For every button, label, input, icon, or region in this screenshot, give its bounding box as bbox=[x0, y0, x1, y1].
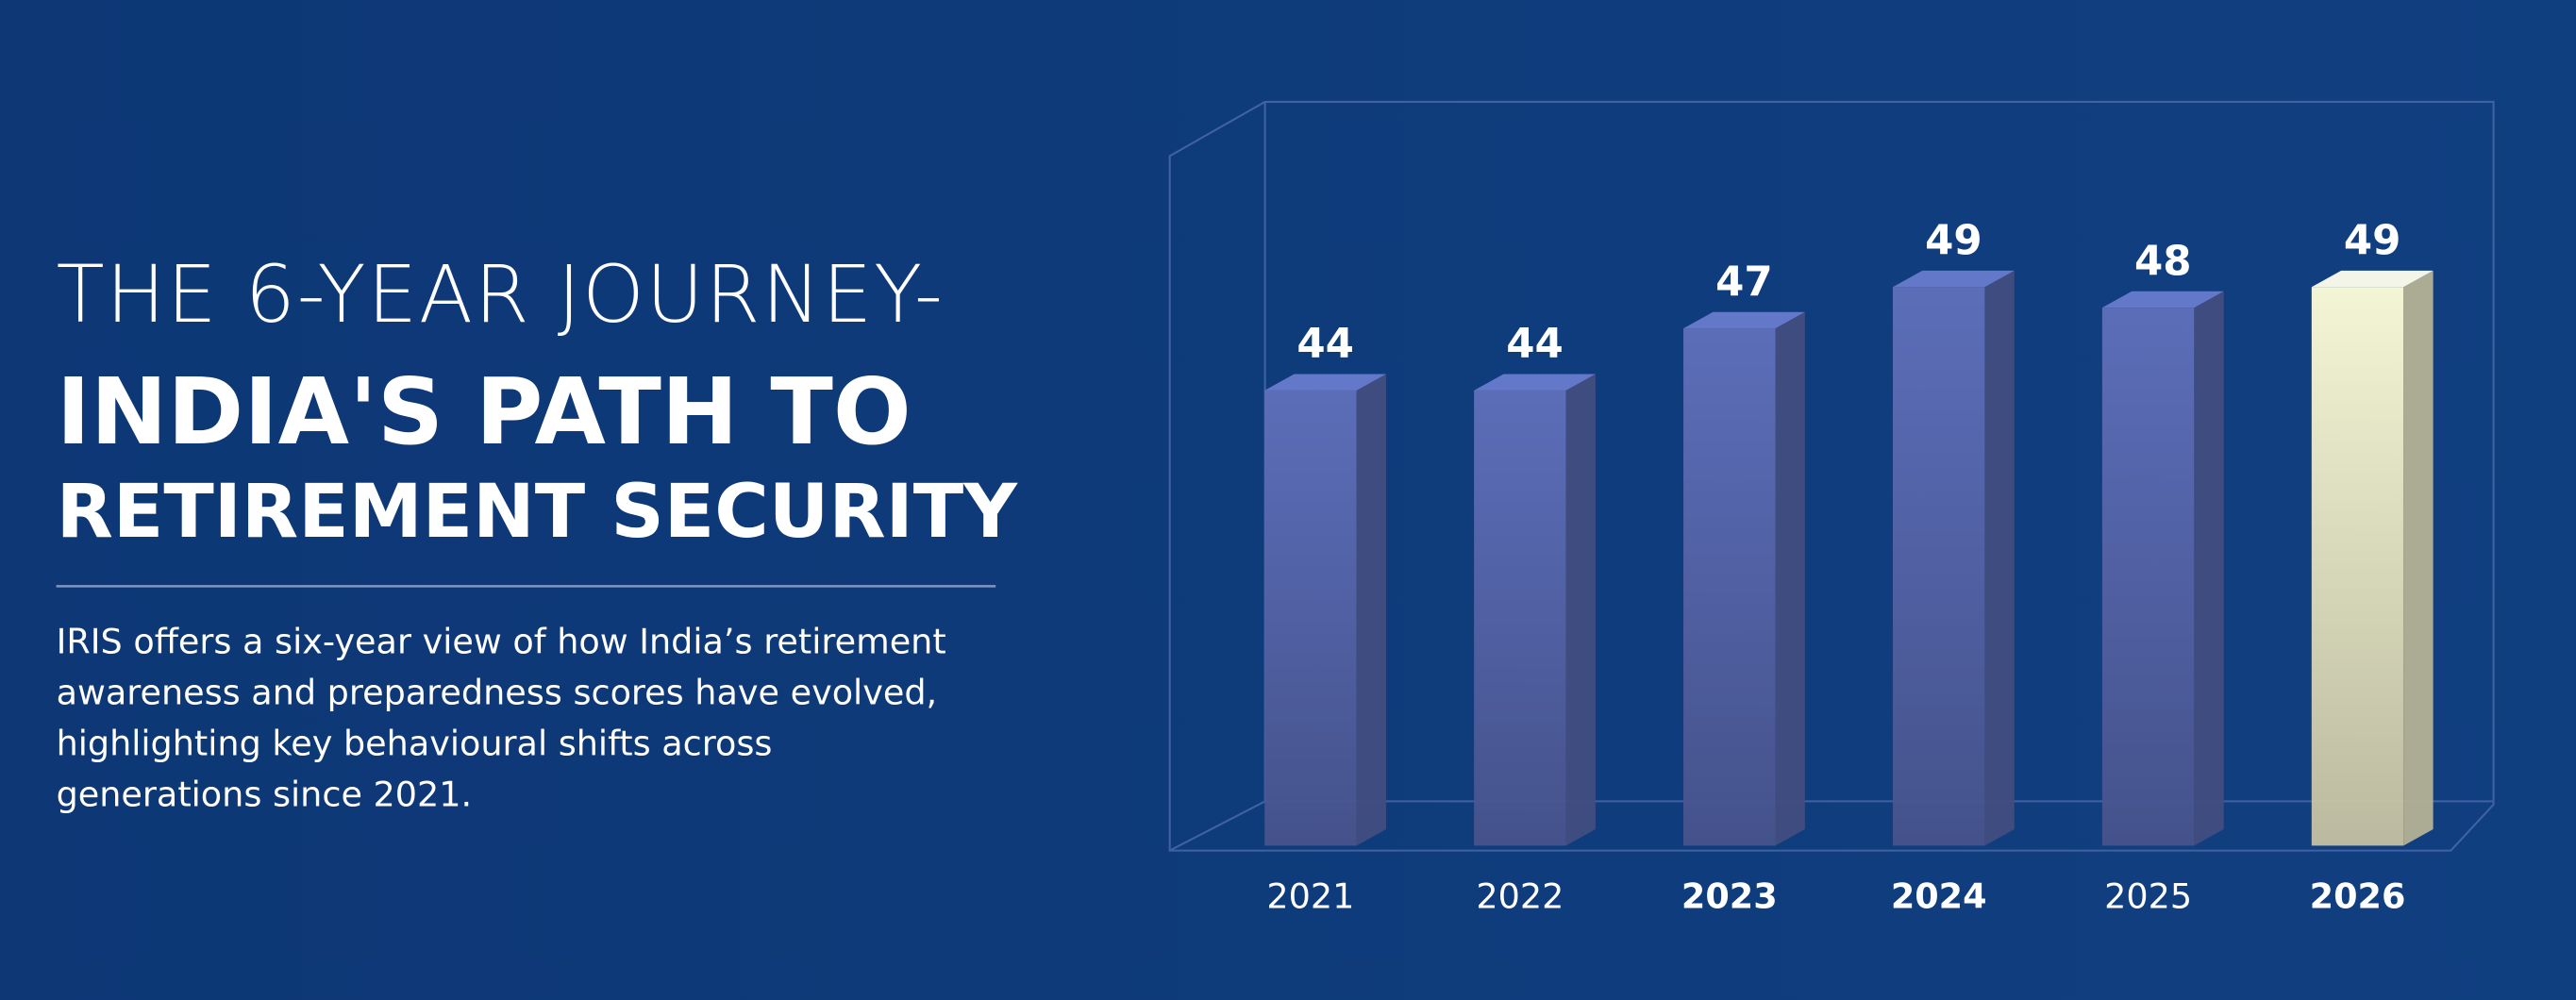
value-label: 44 bbox=[1296, 321, 1354, 368]
x-tick-label: 2025 bbox=[2104, 876, 2192, 917]
description-line: IRIS offers a six-year view of how India… bbox=[57, 622, 946, 662]
value-label: 49 bbox=[1925, 217, 1982, 264]
x-tick-label: 2022 bbox=[1476, 876, 1564, 917]
bar-top bbox=[1264, 374, 1386, 391]
bar-side bbox=[2403, 270, 2434, 846]
bar-side bbox=[1775, 311, 1805, 846]
value-label: 49 bbox=[2344, 217, 2401, 264]
bar-side bbox=[1356, 374, 1386, 846]
bar bbox=[1683, 328, 1776, 846]
description-line: awareness and preparedness scores have e… bbox=[57, 673, 938, 713]
description-line: generations since 2021. bbox=[57, 775, 473, 815]
bar-top bbox=[1474, 374, 1596, 391]
x-tick-label: 2023 bbox=[1681, 876, 1778, 917]
bar bbox=[1264, 390, 1357, 846]
x-tick-label: 2021 bbox=[1266, 876, 1354, 917]
bar-side bbox=[1565, 374, 1596, 846]
title-line: RETIREMENT SECURITY bbox=[57, 469, 1019, 555]
bar-top bbox=[1683, 311, 1805, 329]
value-label: 44 bbox=[1506, 321, 1564, 368]
bar bbox=[2101, 308, 2195, 846]
bar-top bbox=[2311, 270, 2434, 288]
x-tick-label: 2024 bbox=[1891, 876, 1987, 917]
bar-top bbox=[2101, 291, 2224, 308]
bar bbox=[2311, 287, 2404, 846]
value-label: 48 bbox=[2134, 238, 2192, 285]
bar bbox=[1892, 287, 1985, 846]
bar-top bbox=[1892, 270, 2015, 288]
title-line: INDIA'S PATH TO bbox=[57, 358, 912, 465]
title-line: THE 6-YEAR JOURNEY- bbox=[57, 248, 945, 341]
bar bbox=[1474, 390, 1566, 846]
x-tick-label: 2026 bbox=[2310, 876, 2406, 917]
value-label: 47 bbox=[1715, 258, 1773, 306]
bar-side bbox=[1984, 270, 2015, 846]
bar-side bbox=[2194, 291, 2224, 846]
description-line: highlighting key behavioural shifts acro… bbox=[57, 724, 773, 764]
